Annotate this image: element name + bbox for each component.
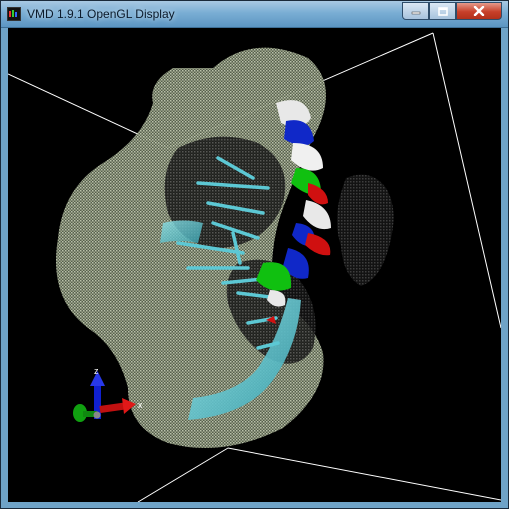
- y-axis-cone: [73, 404, 87, 422]
- z-axis-label: z: [94, 366, 99, 376]
- z-axis-shaft: [94, 383, 101, 419]
- nucleic-base-sticks: [176, 156, 280, 350]
- maximize-icon: [437, 6, 448, 16]
- maximize-button[interactable]: [429, 2, 456, 20]
- x-axis-cone: [122, 398, 136, 414]
- window-title: VMD 1.9.1 OpenGL Display: [27, 7, 175, 21]
- x-axis-label: x: [138, 400, 143, 410]
- axes-indicator: z x: [73, 366, 143, 422]
- helix-segment-red: [266, 316, 276, 324]
- helix-segment-red: [305, 233, 331, 256]
- close-icon: [473, 6, 485, 16]
- helix-segment-blue: [283, 248, 309, 279]
- side-density-blob: [337, 174, 394, 286]
- y-axis-shaft: [83, 411, 97, 417]
- x-axis-shaft: [99, 402, 127, 413]
- helix-segment-white: [276, 100, 311, 127]
- close-button[interactable]: [456, 2, 502, 20]
- minimize-button[interactable]: [402, 2, 429, 20]
- opengl-viewport[interactable]: z x: [8, 28, 501, 502]
- molecule-render: z x: [8, 32, 501, 502]
- surface-cavity-upper: [164, 136, 286, 248]
- helix-segment-white: [267, 290, 286, 307]
- title-bar[interactable]: VMD 1.9.1 OpenGL Display: [1, 1, 508, 28]
- nucleic-backbone: [188, 298, 301, 420]
- vmd-app-icon[interactable]: [7, 7, 21, 21]
- helix-segment-white: [291, 143, 323, 171]
- minimize-icon: [411, 11, 420, 15]
- helix-segment-red: [308, 183, 328, 205]
- helix-segment-white: [303, 200, 331, 230]
- axes-origin: [93, 411, 101, 419]
- caption-buttons: [402, 2, 502, 21]
- protein-helix: [256, 100, 331, 324]
- helix-segment-green: [256, 262, 292, 291]
- z-axis-cone: [90, 371, 105, 386]
- helix-segment-blue: [284, 120, 314, 146]
- nucleic-backbone-upper: [160, 220, 203, 243]
